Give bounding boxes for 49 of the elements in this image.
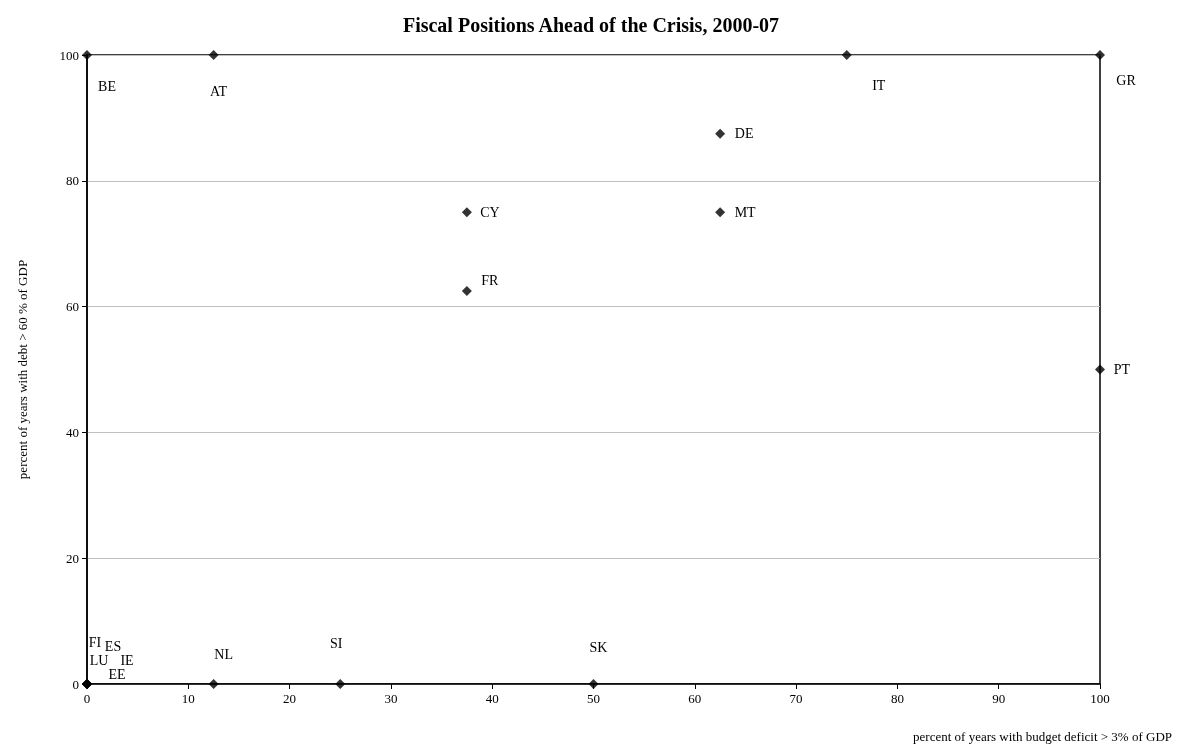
annotation: GR: [1116, 72, 1137, 88]
annotation: FI: [88, 634, 102, 650]
x-tick-label: 40: [485, 691, 499, 706]
y-tick-label: 40: [66, 424, 79, 440]
annotation: PT: [1113, 362, 1131, 377]
chart-title: Fiscal Positions Ahead of the Crisis, 2000-07: [402, 14, 780, 36]
point: [208, 679, 219, 689]
annotation: LU: [89, 652, 109, 668]
annotation: SI: [330, 635, 343, 651]
x-tick-label: 80: [890, 691, 904, 706]
annotation: MT: [734, 204, 757, 220]
annotation: IT: [872, 77, 886, 93]
point: [461, 285, 472, 296]
point: [715, 128, 726, 139]
annotation: DE: [734, 126, 754, 142]
point: [208, 50, 219, 60]
y-tick-label: 80: [66, 173, 79, 189]
x-tick-label: 20: [283, 691, 297, 706]
annotation: BE: [98, 78, 116, 94]
x-tick-label: 10: [181, 691, 195, 706]
annotation: CY: [480, 204, 500, 220]
point: [715, 207, 726, 218]
x-tick-label: 30: [384, 691, 398, 706]
point: [588, 679, 599, 689]
annotation: EE: [108, 666, 126, 682]
y-tick-label: 20: [66, 550, 79, 566]
y-tick-label: 60: [66, 299, 79, 315]
annotation: IE: [120, 652, 134, 668]
point: [82, 679, 92, 689]
x-tick-label: 50: [587, 691, 600, 706]
annotation: FR: [481, 273, 500, 289]
x-axis-title: percent of years with budget deficit > 3% of GDP: [913, 729, 1172, 744]
point: [335, 679, 346, 689]
x-tick-label: 0: [83, 691, 91, 706]
x-tick-label: 60: [688, 691, 702, 706]
point: [461, 207, 472, 218]
annotation: SK: [589, 639, 608, 655]
y-tick-label: 100: [59, 47, 79, 63]
x-tick-label: 70: [789, 691, 803, 706]
x-tick-label: 90: [992, 691, 1006, 706]
annotation: ES: [104, 638, 122, 654]
annotation: AT: [210, 83, 228, 99]
x-tick-label: 100: [1090, 691, 1110, 706]
point: [841, 50, 852, 60]
y-axis-title: percent of years with debt > 60 % of GDP: [15, 259, 30, 480]
point: [1095, 364, 1105, 375]
point: [1095, 50, 1105, 60]
y-tick-label: 0: [72, 676, 79, 692]
annotation: NL: [214, 646, 233, 662]
